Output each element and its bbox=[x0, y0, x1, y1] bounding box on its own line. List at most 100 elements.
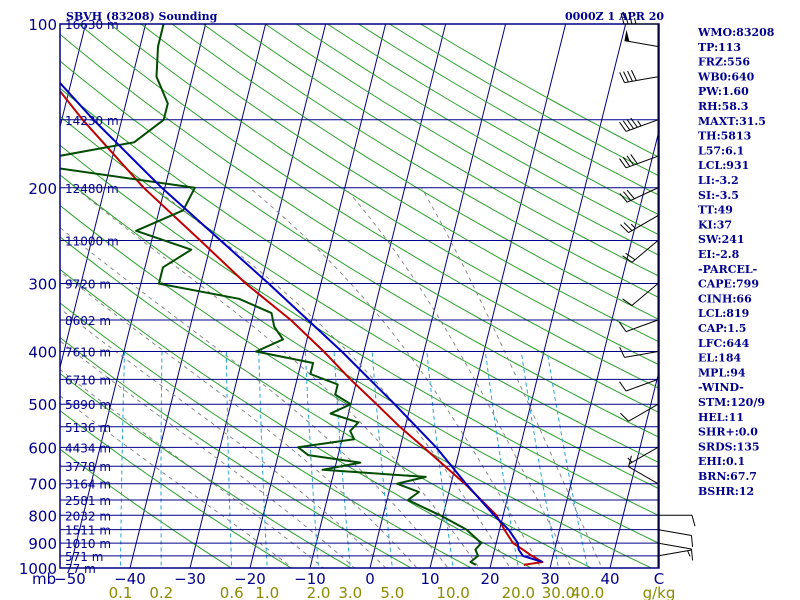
temperature-label: −50 bbox=[54, 570, 86, 588]
wind-barb-half-feather bbox=[637, 120, 642, 127]
pressure-label: 900 bbox=[28, 535, 57, 553]
index-item: SHR+:0.0 bbox=[698, 426, 758, 439]
index-item: HEL:11 bbox=[698, 411, 744, 424]
temperature-label: 30 bbox=[540, 570, 559, 588]
temperature-label: 0 bbox=[365, 570, 375, 588]
index-item: PW:1.60 bbox=[698, 85, 749, 98]
wind-barb bbox=[657, 542, 694, 561]
pressure-label: 800 bbox=[28, 507, 57, 525]
wind-barb-feather bbox=[623, 191, 632, 201]
height-label: 7610 m bbox=[65, 346, 111, 360]
height-label: 6710 m bbox=[65, 373, 111, 387]
wind-barb-feather bbox=[624, 12, 629, 25]
mixing-ratio-label: 5.0 bbox=[380, 584, 404, 600]
dry-adiabat-line bbox=[171, 24, 659, 321]
wind-barb-feather bbox=[619, 121, 627, 132]
moist-adiabat-line bbox=[60, 307, 387, 568]
dry-adiabat-line bbox=[60, 236, 593, 568]
dry-adiabat-line bbox=[60, 174, 659, 544]
index-item: KI:37 bbox=[698, 218, 732, 231]
wind-barb-shaft bbox=[628, 446, 659, 465]
isotherm-line bbox=[60, 24, 87, 129]
dry-adiabat-line bbox=[109, 24, 659, 366]
mixing-ratio-line bbox=[225, 351, 233, 568]
wind-barb-shaft bbox=[625, 319, 659, 333]
dry-adiabat-line bbox=[60, 115, 659, 490]
dry-adiabat-line bbox=[60, 409, 293, 568]
moist-adiabat-line bbox=[154, 187, 511, 568]
index-item: SW:241 bbox=[698, 233, 745, 246]
wind-barb-feather bbox=[619, 322, 627, 332]
moist-adiabat-line bbox=[421, 187, 603, 568]
dry-adiabat-line bbox=[60, 448, 233, 568]
wind-barb-feather bbox=[627, 70, 633, 82]
wind-barb-shaft bbox=[624, 76, 659, 84]
dry-adiabat-line bbox=[140, 24, 659, 343]
wind-barb bbox=[658, 514, 696, 527]
wind-barb-feather bbox=[622, 298, 633, 306]
height-label: 11000 m bbox=[65, 234, 119, 248]
wind-barb-feather bbox=[631, 70, 637, 81]
height-label: 2032 m bbox=[65, 509, 111, 523]
index-item: LCL:819 bbox=[698, 307, 749, 320]
sounding-profiles bbox=[60, 24, 544, 566]
dry-adiabat-line bbox=[60, 144, 659, 517]
isotherm-line bbox=[309, 24, 447, 568]
wind-barb-feather bbox=[622, 255, 633, 263]
wind-barb-shaft bbox=[625, 119, 659, 132]
wind-barb-feather bbox=[691, 515, 696, 527]
index-item: EI:-2.8 bbox=[698, 248, 740, 261]
wind-barb-feather bbox=[622, 120, 631, 131]
wind-barb bbox=[620, 403, 659, 422]
index-item: BSHR:12 bbox=[698, 485, 754, 498]
moist-adiabat-line bbox=[249, 187, 542, 568]
wind-barb-feather bbox=[620, 12, 625, 25]
pressure-label: 500 bbox=[28, 396, 57, 414]
height-label: 8602 m bbox=[65, 314, 111, 328]
wind-barb-feather bbox=[626, 189, 635, 200]
index-item: TT:49 bbox=[698, 204, 733, 217]
temperature-label: 40 bbox=[600, 570, 619, 588]
wind-barb-feather bbox=[619, 72, 625, 83]
wind-barb-shaft bbox=[624, 351, 659, 358]
moist-adiabat-line bbox=[344, 187, 572, 568]
wind-barb bbox=[619, 154, 659, 169]
grid-lines bbox=[60, 24, 659, 568]
mixing-ratio-label: 40.0 bbox=[571, 584, 604, 600]
wind-barb-feather bbox=[619, 381, 627, 392]
mixing-ratio-label: 30.0 bbox=[542, 584, 575, 600]
dry-adiabat-line bbox=[60, 33, 659, 414]
isotherm-line bbox=[129, 24, 267, 568]
pressure-label: 600 bbox=[28, 439, 57, 457]
dry-adiabat-line bbox=[60, 204, 653, 568]
temperature-label: −30 bbox=[174, 570, 206, 588]
wind-barb bbox=[619, 187, 659, 203]
wind-barb bbox=[624, 29, 659, 48]
mixing-ratio-label: 1.0 bbox=[255, 584, 279, 600]
wind-barb-shaft bbox=[631, 240, 659, 263]
wind-barb bbox=[622, 240, 659, 263]
wind-barb-feather bbox=[628, 455, 632, 467]
wind-barb-shaft bbox=[628, 403, 659, 422]
height-label: 16630 m bbox=[65, 18, 119, 32]
mixing-ratio-label: 3.0 bbox=[338, 584, 362, 600]
wind-barb-shaft bbox=[631, 283, 659, 306]
index-item: TH:5813 bbox=[698, 130, 751, 143]
wind-barb-feather bbox=[690, 548, 694, 561]
index-item: WMO:83208 bbox=[697, 26, 775, 39]
height-label: 4434 m bbox=[65, 441, 111, 455]
wind-barb-half-feather bbox=[687, 550, 691, 557]
index-item: TP:113 bbox=[698, 41, 741, 54]
mixing-ratio-line bbox=[371, 351, 393, 568]
moist-adiabat-line bbox=[60, 270, 418, 568]
pressure-label: 1000 bbox=[19, 560, 57, 578]
isotherm-line bbox=[549, 128, 659, 568]
wind-barb bbox=[619, 319, 659, 333]
moist-adiabat-line bbox=[60, 369, 325, 568]
height-label: 5890 m bbox=[65, 398, 111, 412]
dry-adiabat-line bbox=[60, 87, 659, 464]
wind-barb-feather bbox=[628, 12, 633, 25]
dry-adiabat-line bbox=[202, 24, 659, 299]
